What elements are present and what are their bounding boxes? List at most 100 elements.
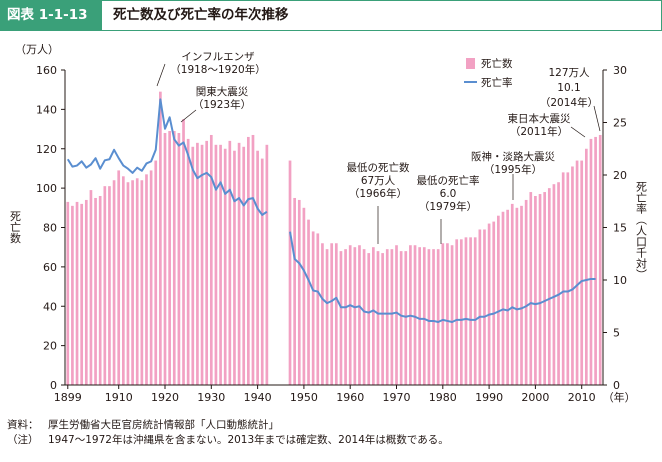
remark-text: 1947～1972年は沖縄県を含まない。2013年までは確定数、2014年は概数… xyxy=(48,434,449,446)
bar-1918 xyxy=(154,160,158,385)
bar-1924 xyxy=(182,119,185,385)
bar-1934 xyxy=(228,140,232,386)
bar-1989 xyxy=(483,229,486,385)
annotation-min-rate-line-3: （1979年） xyxy=(419,200,477,213)
x-tick-label-1899: 1899 xyxy=(54,391,82,404)
bar-1930 xyxy=(209,134,213,385)
bar-1962 xyxy=(358,245,361,385)
bar-2010 xyxy=(580,160,584,385)
annotation-tohoku-earthquake-line-1: 東日本大震災 xyxy=(508,112,571,125)
bar-1931 xyxy=(214,144,218,385)
bar-1937 xyxy=(242,146,246,385)
bar-1991 xyxy=(492,221,496,385)
bar-1955 xyxy=(325,249,329,385)
left-tick-label-100: 100 xyxy=(36,182,57,195)
x-year-unit: （年） xyxy=(603,390,636,404)
left-tick-label-120: 120 xyxy=(36,143,57,156)
bar-1992 xyxy=(497,215,500,385)
bar-1988 xyxy=(478,229,482,385)
annotation-latest-leader xyxy=(593,105,601,132)
legend-bar-swatch xyxy=(466,58,475,69)
bar-1921 xyxy=(168,131,171,385)
bar-1927 xyxy=(196,142,199,385)
left-tick-label-140: 140 xyxy=(36,103,57,116)
bar-1933 xyxy=(223,148,227,385)
bar-1995 xyxy=(510,203,514,386)
x-tick-label-1960: 1960 xyxy=(336,391,364,404)
bar-1999 xyxy=(529,192,533,385)
bar-1932 xyxy=(219,144,222,385)
bar-1939 xyxy=(251,134,255,385)
remark-label: （注） xyxy=(7,434,39,446)
figure-title: 死亡数及び死亡率の年次推移 xyxy=(113,7,289,23)
bar-2004 xyxy=(552,184,556,385)
annotation-latest-2014-line-1: 127万人 xyxy=(548,67,590,79)
bar-1911 xyxy=(121,176,125,385)
bar-1961 xyxy=(353,247,357,385)
bar-1986 xyxy=(469,237,472,385)
bar-1903 xyxy=(84,199,88,385)
annotation-tohoku-leader xyxy=(570,126,586,138)
right-tick-label-30: 30 xyxy=(613,64,627,77)
bar-1920 xyxy=(163,133,167,385)
annotation-influenza-line-1: インフルエンザ xyxy=(181,51,255,63)
legend-bar-label: 死亡数 xyxy=(481,57,513,70)
bar-1983 xyxy=(455,239,459,385)
figure-header: 図表 1-1-13 死亡数及び死亡率の年次推移 xyxy=(0,0,662,31)
bar-1936 xyxy=(237,142,241,385)
bar-1963 xyxy=(362,249,366,385)
bar-1981 xyxy=(446,243,449,385)
left-tick-label-60: 60 xyxy=(43,261,57,274)
bar-2006 xyxy=(561,172,565,386)
bar-1975 xyxy=(418,247,421,385)
bar-1984 xyxy=(459,239,463,385)
annotation-hanshin-earthquake-line-1: 阪神・淡路大震災 xyxy=(471,150,555,163)
annotation-min-deaths-line-1: 最低の死亡数 xyxy=(347,161,410,174)
figure-number: 図表 1-1-13 xyxy=(1,1,102,30)
bar-1942 xyxy=(265,144,269,385)
bar-1913 xyxy=(131,180,134,385)
source-text: 厚生労働省大臣官房統計情報部「人口動態統計」 xyxy=(48,419,279,431)
bar-1917 xyxy=(149,170,153,385)
x-tick-label-1930: 1930 xyxy=(197,391,225,404)
bar-1960 xyxy=(348,245,352,385)
bar-1990 xyxy=(487,223,491,385)
bar-1923 xyxy=(177,133,181,385)
legend-line-label: 死亡率 xyxy=(481,76,513,89)
bar-2005 xyxy=(557,182,560,385)
left-tick-label-160: 160 xyxy=(36,64,57,77)
bar-1972 xyxy=(404,251,408,386)
annotation-hanshin-earthquake-line-2: （1995年） xyxy=(484,163,542,176)
bar-1965 xyxy=(372,247,375,385)
annotation-influenza-leader xyxy=(156,63,166,87)
bar-1993 xyxy=(501,211,505,385)
left-tick-label-40: 40 xyxy=(43,300,57,313)
x-tick-label-1940: 1940 xyxy=(244,391,272,404)
annotation-kanto-earthquake-line-2: （1923年） xyxy=(193,98,251,111)
bar-1910 xyxy=(117,170,121,385)
bar-2013 xyxy=(594,136,597,385)
bar-1964 xyxy=(367,253,371,385)
bar-1915 xyxy=(140,180,144,385)
bar-1905 xyxy=(94,197,97,385)
source-label: 資料： xyxy=(7,419,39,431)
right-tick-label-20: 20 xyxy=(613,169,627,182)
bar-1916 xyxy=(145,174,148,385)
x-tick-label-2000: 2000 xyxy=(521,391,549,404)
bar-1938 xyxy=(247,136,250,385)
annotation-influenza-line-2: （1918～1920年） xyxy=(170,63,265,76)
chart-area: 0 20 40 60 80 100 120 140 160 0 5 10 15 20 25 30 1899 191… xyxy=(9,43,648,404)
bar-1956 xyxy=(330,243,334,385)
annotation-min-deaths-line-3: （1966年） xyxy=(349,187,407,200)
bar-1997 xyxy=(520,205,523,385)
x-tick-label-1950: 1950 xyxy=(290,391,318,404)
bar-1935 xyxy=(233,150,236,385)
bar-1909 xyxy=(112,180,116,385)
notes: 資料： 厚生労働省大臣官房統計情報部「人口動態統計」 （注） 1947～1972年は… xyxy=(7,418,449,448)
right-tick-label-0: 0 xyxy=(613,379,620,392)
bar-1925 xyxy=(186,138,190,385)
bar-1948 xyxy=(293,197,296,385)
annotation-min-deaths-line-2: 67万人 xyxy=(361,175,396,187)
bar-1970 xyxy=(395,245,398,385)
